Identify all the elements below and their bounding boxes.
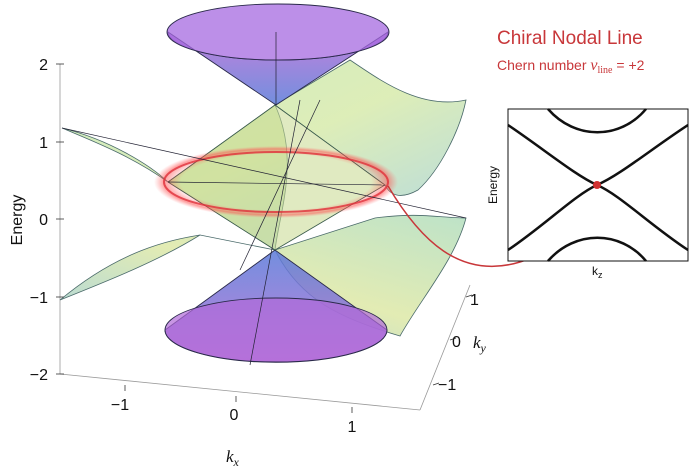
inset-upper-band [547, 108, 647, 134]
inset-plot: Energy kz [486, 108, 689, 280]
y-tick-0: 0 [39, 212, 48, 229]
ky-tick-1: 1 [470, 292, 479, 309]
y-tick-neg2: −2 [30, 367, 48, 384]
ky-axis-label: ky [473, 333, 487, 355]
inset-lower-band [547, 236, 647, 262]
inset-crossing-point [593, 181, 601, 189]
ky-tick-neg1: −1 [438, 377, 456, 394]
x-tick-1: 1 [348, 419, 357, 436]
x-tick-0: 0 [230, 407, 239, 424]
ky-tick-0: 0 [452, 334, 461, 351]
x-tick-neg1: −1 [111, 397, 129, 414]
y-axis: 2 1 0 −1 −2 Energy [9, 57, 64, 384]
top-cone [166, 3, 390, 106]
nodal-ring-glow [154, 146, 398, 218]
bottom-cone [164, 249, 388, 363]
inset-x-label: kz [592, 264, 603, 280]
y-tick-2: 2 [39, 57, 48, 74]
x-axis-label: kx [226, 447, 240, 468]
inset-y-label: Energy [486, 166, 500, 204]
lower-band-surface [59, 214, 467, 337]
nodal-ring [163, 151, 389, 213]
y-tick-1: 1 [39, 135, 48, 152]
y-tick-neg1: −1 [30, 290, 48, 307]
annotation: Chiral Nodal Line Chern number νline = +… [497, 28, 645, 76]
annotation-title: Chiral Nodal Line [497, 28, 643, 49]
y-axis-label: Energy [9, 195, 26, 246]
ky-axis: 1 0 −1 ky [432, 292, 487, 394]
x-axis: −1 0 1 kx [111, 385, 357, 468]
annotation-subtitle: Chern number νline = +2 [497, 57, 645, 76]
